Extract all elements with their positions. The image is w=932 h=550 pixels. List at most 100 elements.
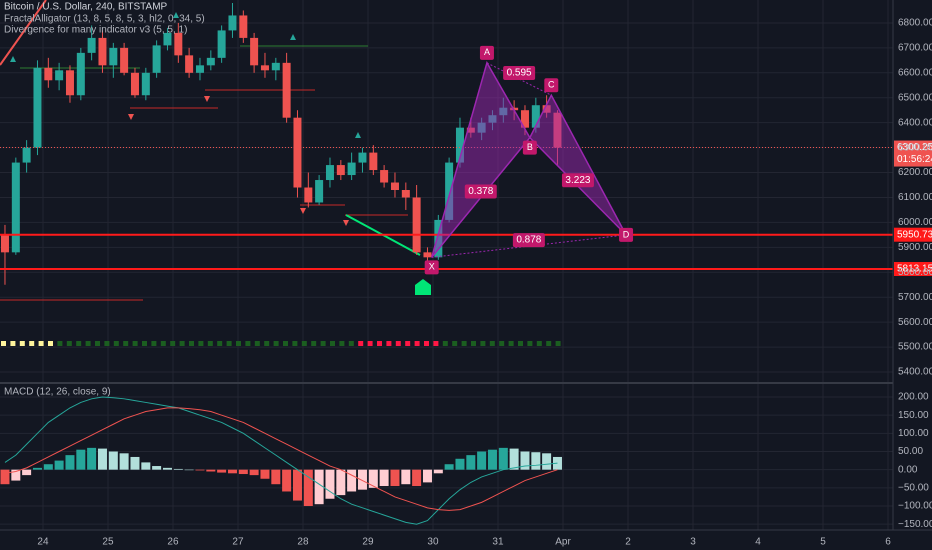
x-tick-label: Apr [555,537,571,548]
candle-body [130,72,139,96]
candle-body [304,187,313,203]
y-tick-label: 5900.00 [898,242,932,253]
candle-body [11,162,20,253]
candle-body [250,37,259,66]
squeeze-dot [76,341,82,346]
histogram-bar [65,455,75,470]
x-tick-label: 31 [492,537,504,548]
histogram-bar [97,448,107,470]
histogram-bar [11,469,21,481]
histogram-bar [119,453,129,470]
macd-line [4,407,558,511]
candle-body [369,152,378,171]
candle-body [336,165,345,176]
x-tick-label: 3 [690,537,696,548]
y-tick-label: 5600.00 [898,317,932,328]
histogram-bar [217,469,227,473]
histogram-bar [542,453,552,470]
histogram-bar [87,447,97,470]
candle-body [271,62,280,71]
x-tick-label: 26 [167,537,179,548]
y-tick-label: 6400.00 [898,117,932,128]
squeeze-dot [330,341,335,346]
squeeze-dot [536,341,542,346]
histogram-bar [271,469,281,485]
countdown: 01:56:24 [897,154,932,165]
histogram-bar [357,469,367,490]
level-label: 5950.73 [897,229,932,240]
squeeze-dot [236,341,241,346]
y-tick-label: 6600.00 [898,67,932,78]
squeeze-dot [527,341,533,346]
candle-body [217,30,226,58]
squeeze-dot [85,341,91,346]
squeeze-dot [19,341,25,346]
squeeze-dot [442,341,448,346]
candle-body [141,72,150,96]
histogram-bar [292,469,302,501]
squeeze-dot [461,341,467,346]
candle-body [401,190,410,198]
squeeze-dot [207,341,213,346]
squeeze-dot [264,341,270,346]
candle-body [152,45,161,73]
y-tick-label: −50.00 [898,482,929,493]
candle-body [206,57,215,66]
histogram-bar [32,467,42,470]
x-tick-label: 5 [820,537,826,548]
candle-body [87,37,96,53]
squeeze-dot [245,341,251,346]
candle-body [0,234,9,253]
candle-body [282,62,291,118]
indicator-lines [0,0,431,301]
y-tick-label: −100.00 [898,501,932,512]
point-tag [424,260,439,275]
squeeze-dot [104,341,110,346]
x-tick-label: 4 [755,537,761,548]
squeeze-dot [283,341,288,346]
point-label: X [429,262,435,272]
squeeze-dot [452,341,458,346]
point-label: A [484,47,490,57]
y-tick-label: 5500.00 [898,342,932,353]
x-tick-label: 25 [102,537,114,548]
histogram-bar [412,469,422,487]
y-tick-label: 6800.00 [898,18,932,29]
y-tick-label: 5700.00 [898,292,932,303]
marks [0,2,562,525]
candle-body [228,15,237,31]
histogram-bar [487,449,497,470]
histogram-bar [152,466,162,470]
indicator-title: FractalAlligator (13, 8, 5, 8, 5, 3, hl2… [4,14,205,25]
histogram-bar [390,469,400,487]
squeeze-dot [480,341,486,346]
histogram-bar [76,449,86,470]
squeeze-dot [405,341,411,346]
y-tick-label: 6200.00 [898,167,932,178]
candle-body [185,55,194,73]
candle-body [412,197,421,253]
squeeze-dot [48,341,53,346]
x-tick-label: 30 [427,537,439,548]
histogram-bar [173,468,183,470]
candle-body [120,47,129,73]
y-tick-label: 150.00 [898,410,929,421]
squeeze-dot [66,341,72,346]
level-tag [894,262,932,277]
histogram-bar [368,469,378,488]
squeeze-dot [273,341,279,346]
squeeze-dot [10,341,16,346]
histogram-bar [347,469,357,492]
point-tag [619,227,634,242]
histogram-bar [282,469,292,492]
histogram-bar [108,451,118,470]
point-label: D [623,229,630,239]
y-tick-label: 6300.00 [898,142,932,153]
histogram-bar [422,469,432,483]
candle-body [455,127,464,163]
y-tick-label: 0.00 [898,464,918,475]
histogram-bar [303,469,313,507]
squeeze-dot [29,341,35,346]
histogram-bar [184,469,194,471]
